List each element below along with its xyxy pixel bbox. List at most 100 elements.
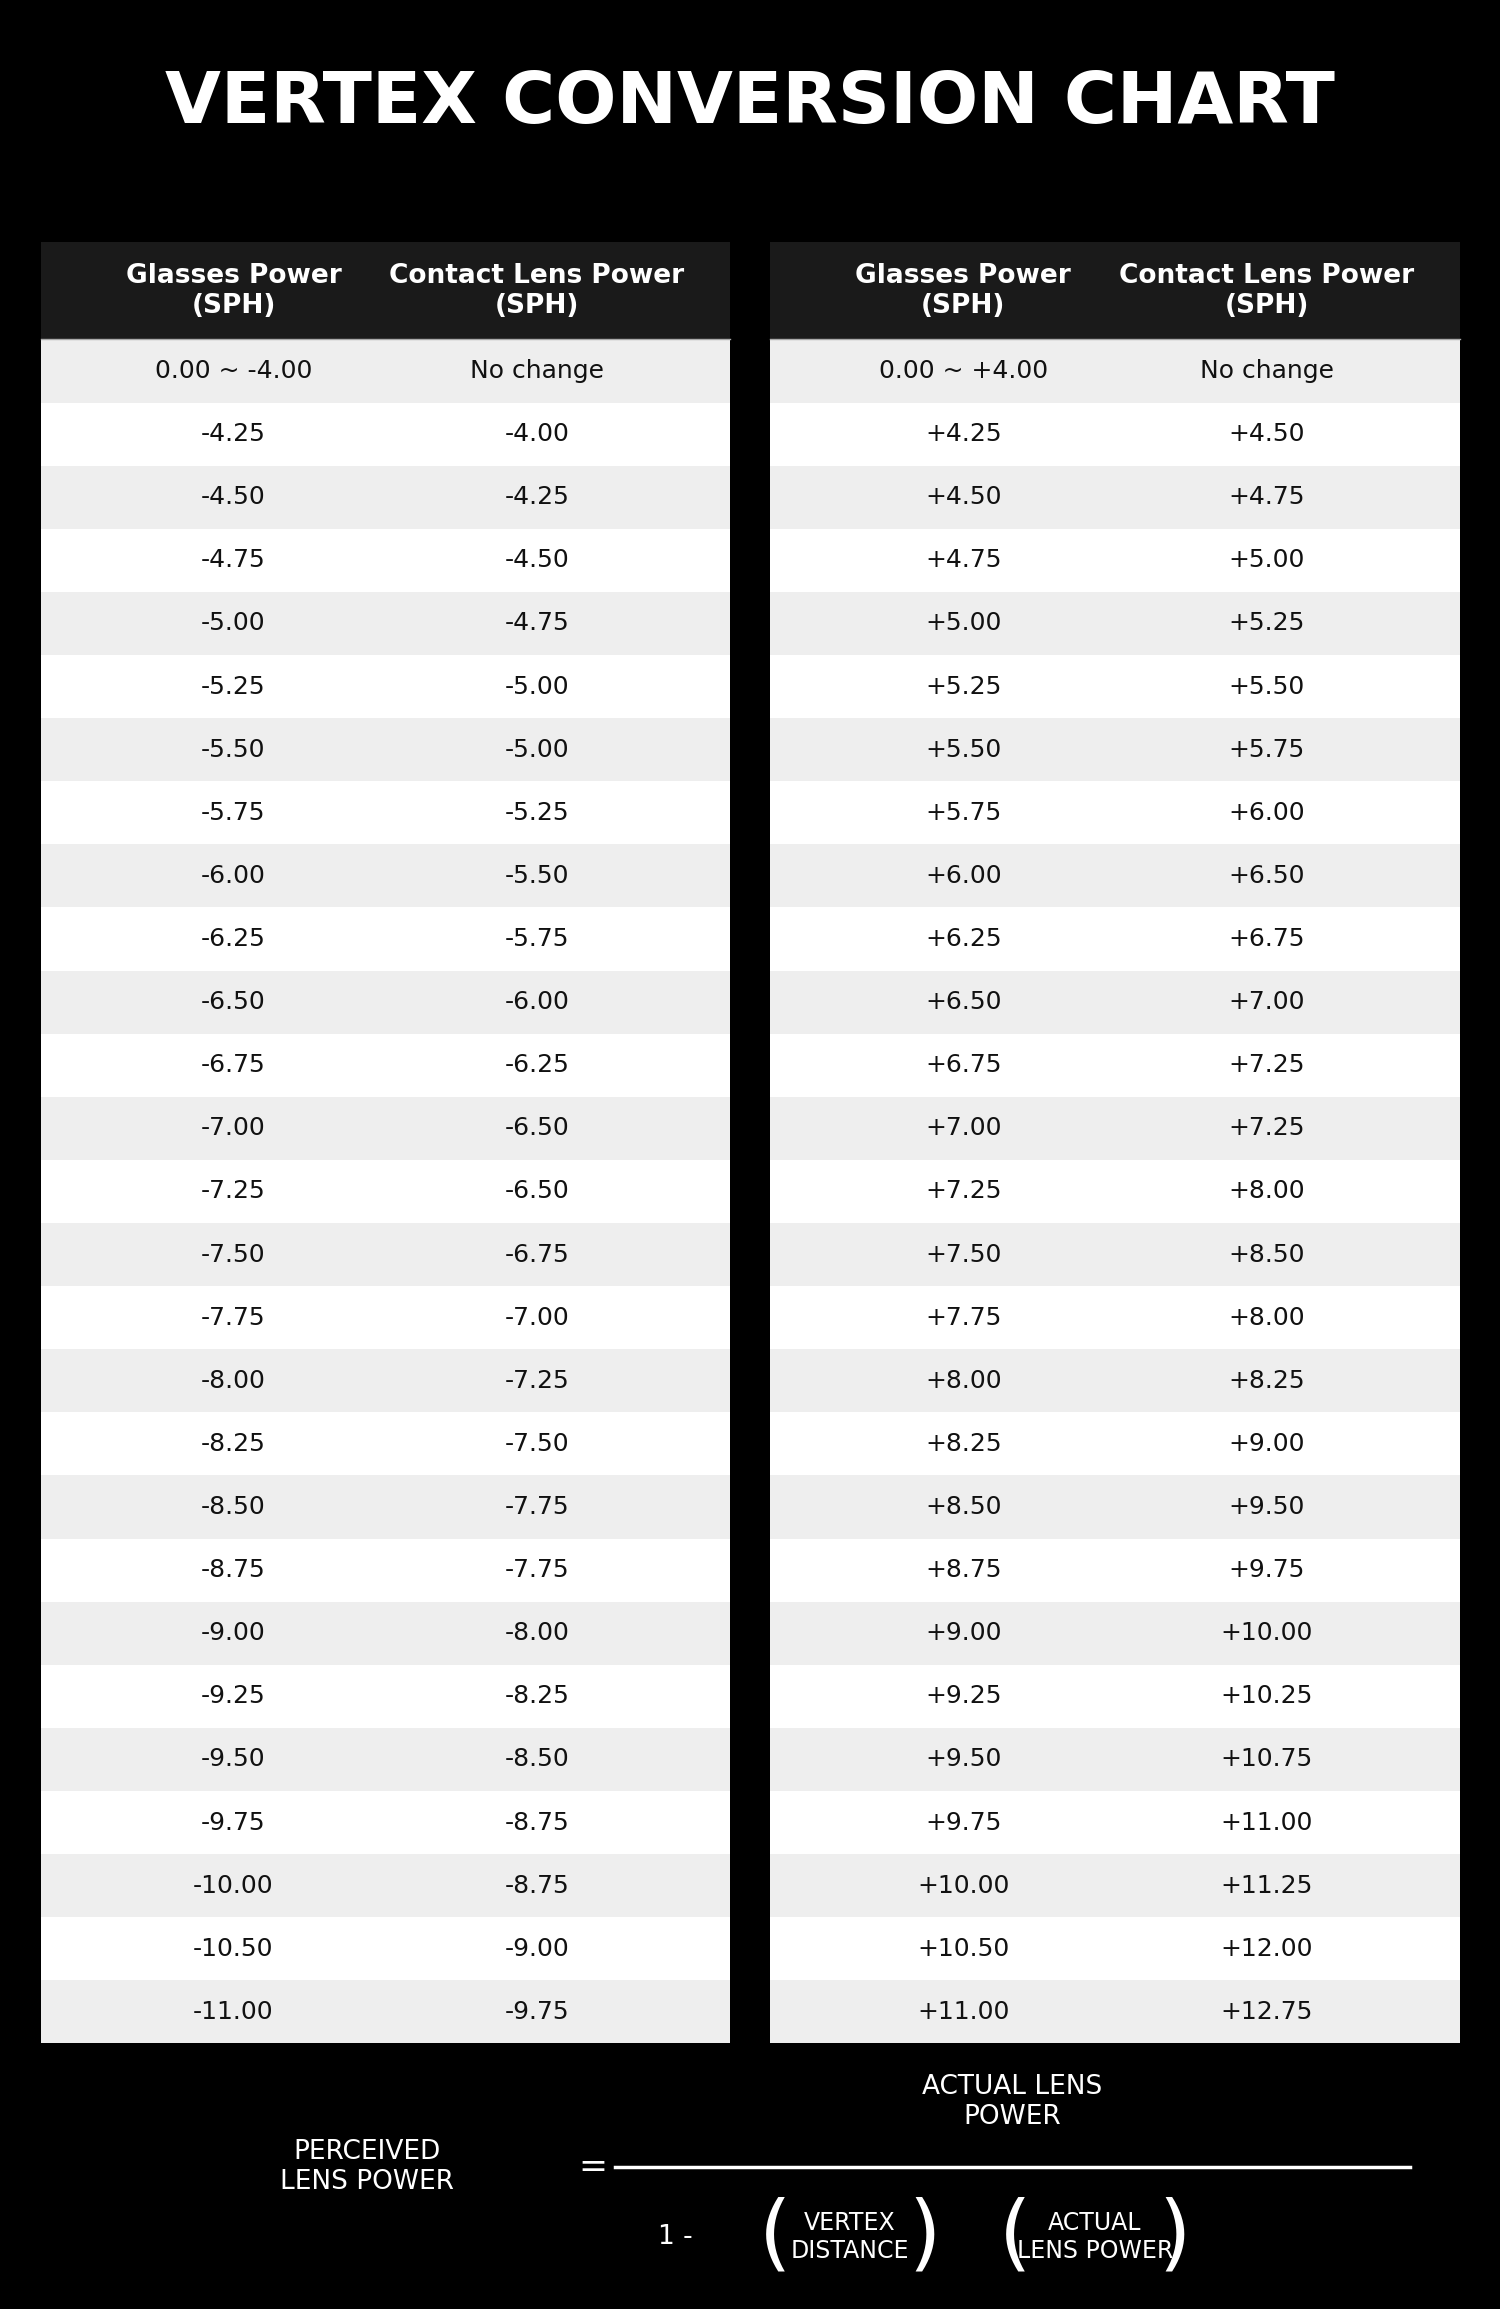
- Text: +8.25: +8.25: [1228, 1369, 1305, 1392]
- Text: -6.75: -6.75: [201, 1053, 266, 1078]
- Text: +7.25: +7.25: [1228, 1053, 1305, 1078]
- Text: -4.50: -4.50: [201, 485, 266, 510]
- Text: +12.75: +12.75: [1221, 2000, 1312, 2025]
- Text: -6.00: -6.00: [201, 864, 266, 889]
- Bar: [40, 1034, 729, 1097]
- Bar: [40, 1916, 729, 1981]
- Bar: [40, 1097, 729, 1159]
- Text: +6.50: +6.50: [926, 991, 1002, 1014]
- Text: -8.25: -8.25: [201, 1432, 266, 1457]
- Text: -8.50: -8.50: [201, 1494, 266, 1519]
- Text: +8.25: +8.25: [926, 1432, 1002, 1457]
- Text: +12.00: +12.00: [1221, 1937, 1312, 1960]
- Bar: [771, 1792, 1460, 1854]
- Bar: [40, 242, 729, 339]
- Text: -7.25: -7.25: [504, 1369, 568, 1392]
- Text: -9.25: -9.25: [201, 1683, 266, 1709]
- Bar: [771, 1475, 1460, 1538]
- Text: -4.75: -4.75: [504, 612, 568, 635]
- Text: -8.75: -8.75: [504, 1873, 568, 1898]
- Text: Glasses Power
(SPH): Glasses Power (SPH): [855, 263, 1071, 319]
- Text: +5.50: +5.50: [1228, 674, 1305, 700]
- Text: +8.50: +8.50: [926, 1494, 1002, 1519]
- Text: -5.50: -5.50: [504, 864, 568, 889]
- Text: +10.75: +10.75: [1221, 1748, 1312, 1771]
- Text: -7.75: -7.75: [504, 1559, 568, 1582]
- Text: +7.25: +7.25: [926, 1180, 1002, 1203]
- Text: Contact Lens Power
(SPH): Contact Lens Power (SPH): [1119, 263, 1414, 319]
- Bar: [771, 1665, 1460, 1727]
- Bar: [771, 780, 1460, 845]
- Bar: [771, 402, 1460, 466]
- Text: +4.50: +4.50: [926, 485, 1002, 510]
- Bar: [771, 529, 1460, 591]
- Text: VERTEX
DISTANCE: VERTEX DISTANCE: [790, 2212, 909, 2263]
- Bar: [40, 907, 729, 970]
- Text: +8.75: +8.75: [926, 1559, 1002, 1582]
- Bar: [771, 1413, 1460, 1475]
- Text: -7.50: -7.50: [201, 1242, 266, 1268]
- Text: -8.75: -8.75: [201, 1559, 266, 1582]
- Text: +8.00: +8.00: [1228, 1305, 1305, 1330]
- Text: No change: No change: [470, 358, 604, 383]
- Text: +7.00: +7.00: [926, 1115, 1002, 1141]
- Text: ): ): [1158, 2196, 1191, 2277]
- Text: -6.00: -6.00: [504, 991, 568, 1014]
- Text: -9.50: -9.50: [201, 1748, 266, 1771]
- Text: -4.75: -4.75: [201, 547, 266, 573]
- Text: +5.00: +5.00: [926, 612, 1002, 635]
- Text: -5.75: -5.75: [201, 801, 266, 824]
- Bar: [771, 591, 1460, 656]
- Bar: [771, 1602, 1460, 1665]
- Text: -4.50: -4.50: [504, 547, 568, 573]
- Bar: [40, 1475, 729, 1538]
- Text: +11.25: +11.25: [1221, 1873, 1312, 1898]
- Text: -8.00: -8.00: [201, 1369, 266, 1392]
- Bar: [771, 1097, 1460, 1159]
- Bar: [771, 466, 1460, 529]
- Bar: [40, 845, 729, 907]
- Text: +10.00: +10.00: [1221, 1621, 1312, 1646]
- Bar: [40, 1602, 729, 1665]
- Text: -5.75: -5.75: [504, 926, 568, 951]
- Text: +5.75: +5.75: [926, 801, 1002, 824]
- Text: +9.50: +9.50: [1228, 1494, 1305, 1519]
- Bar: [771, 242, 1460, 2043]
- Text: +7.75: +7.75: [926, 1305, 1002, 1330]
- Text: +7.50: +7.50: [926, 1242, 1002, 1268]
- Text: =: =: [578, 2150, 608, 2184]
- Text: -8.75: -8.75: [504, 1810, 568, 1836]
- Text: -7.00: -7.00: [201, 1115, 266, 1141]
- Text: +8.00: +8.00: [1228, 1180, 1305, 1203]
- Text: ACTUAL LENS
POWER: ACTUAL LENS POWER: [922, 2073, 1102, 2129]
- Text: PERCEIVED
LENS POWER: PERCEIVED LENS POWER: [280, 2138, 454, 2196]
- Bar: [40, 1981, 729, 2043]
- Text: -8.50: -8.50: [504, 1748, 568, 1771]
- Text: -5.25: -5.25: [201, 674, 266, 700]
- Text: -9.75: -9.75: [504, 2000, 568, 2025]
- Text: -6.50: -6.50: [504, 1180, 568, 1203]
- Text: +9.00: +9.00: [926, 1621, 1002, 1646]
- Text: -5.00: -5.00: [504, 674, 568, 700]
- Bar: [771, 1727, 1460, 1792]
- Text: +9.00: +9.00: [1228, 1432, 1305, 1457]
- Text: -5.00: -5.00: [201, 612, 266, 635]
- Bar: [40, 1538, 729, 1602]
- Bar: [40, 970, 729, 1034]
- Text: -11.00: -11.00: [194, 2000, 274, 2025]
- Bar: [40, 718, 729, 780]
- Text: +6.00: +6.00: [1228, 801, 1305, 824]
- Text: -7.00: -7.00: [504, 1305, 568, 1330]
- Bar: [771, 907, 1460, 970]
- Bar: [771, 718, 1460, 780]
- Text: +6.75: +6.75: [1228, 926, 1305, 951]
- Text: -7.75: -7.75: [504, 1494, 568, 1519]
- Text: -4.00: -4.00: [504, 423, 568, 446]
- Text: -9.00: -9.00: [201, 1621, 266, 1646]
- Text: -6.50: -6.50: [504, 1115, 568, 1141]
- Bar: [771, 1159, 1460, 1224]
- Bar: [771, 1981, 1460, 2043]
- Bar: [40, 780, 729, 845]
- Text: 1 -: 1 -: [657, 2224, 693, 2249]
- Bar: [40, 1348, 729, 1413]
